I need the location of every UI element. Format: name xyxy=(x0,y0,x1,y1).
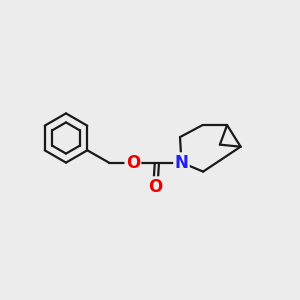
Text: O: O xyxy=(148,178,163,196)
Text: O: O xyxy=(126,154,140,172)
Text: N: N xyxy=(175,154,188,172)
